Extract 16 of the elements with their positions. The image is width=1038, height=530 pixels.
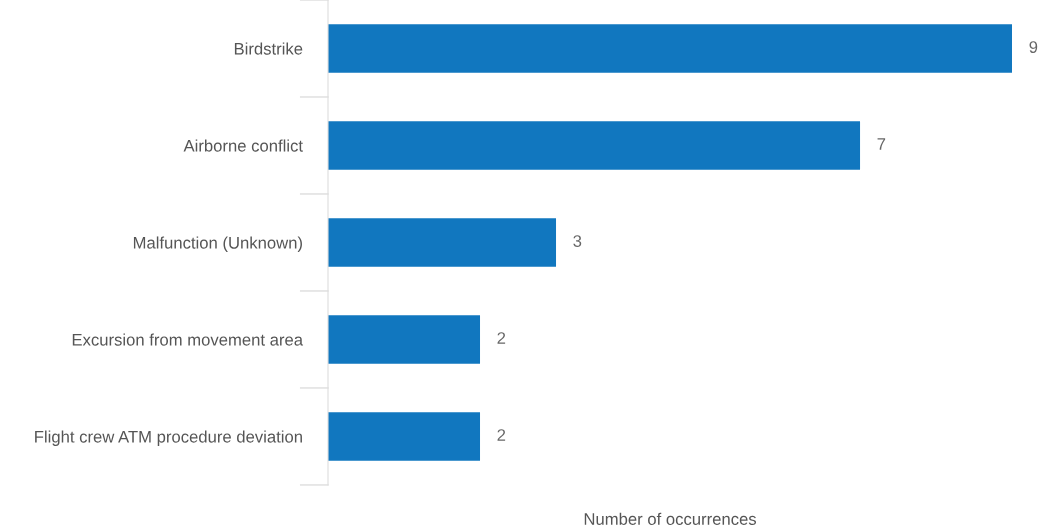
data-label: 2 <box>497 429 506 441</box>
y-tick-label: Flight crew ATM procedure deviation <box>35 430 302 446</box>
data-label: 2 <box>497 332 506 344</box>
bar <box>328 315 481 364</box>
y-tick-label: Malfunction (Unknown) <box>133 236 302 252</box>
bar <box>328 412 481 461</box>
bar <box>328 24 1013 73</box>
data-label: 3 <box>573 235 582 247</box>
bar <box>328 218 557 267</box>
x-axis-title: Number of occurrences <box>584 512 757 525</box>
bar <box>328 121 861 170</box>
y-tick-label: Airborne conflict <box>183 139 303 152</box>
y-tick-label: Excursion from movement area <box>72 333 304 346</box>
data-label: 7 <box>877 138 886 150</box>
data-label: 9 <box>1029 41 1038 53</box>
y-tick-label: Birdstrike <box>234 42 303 55</box>
